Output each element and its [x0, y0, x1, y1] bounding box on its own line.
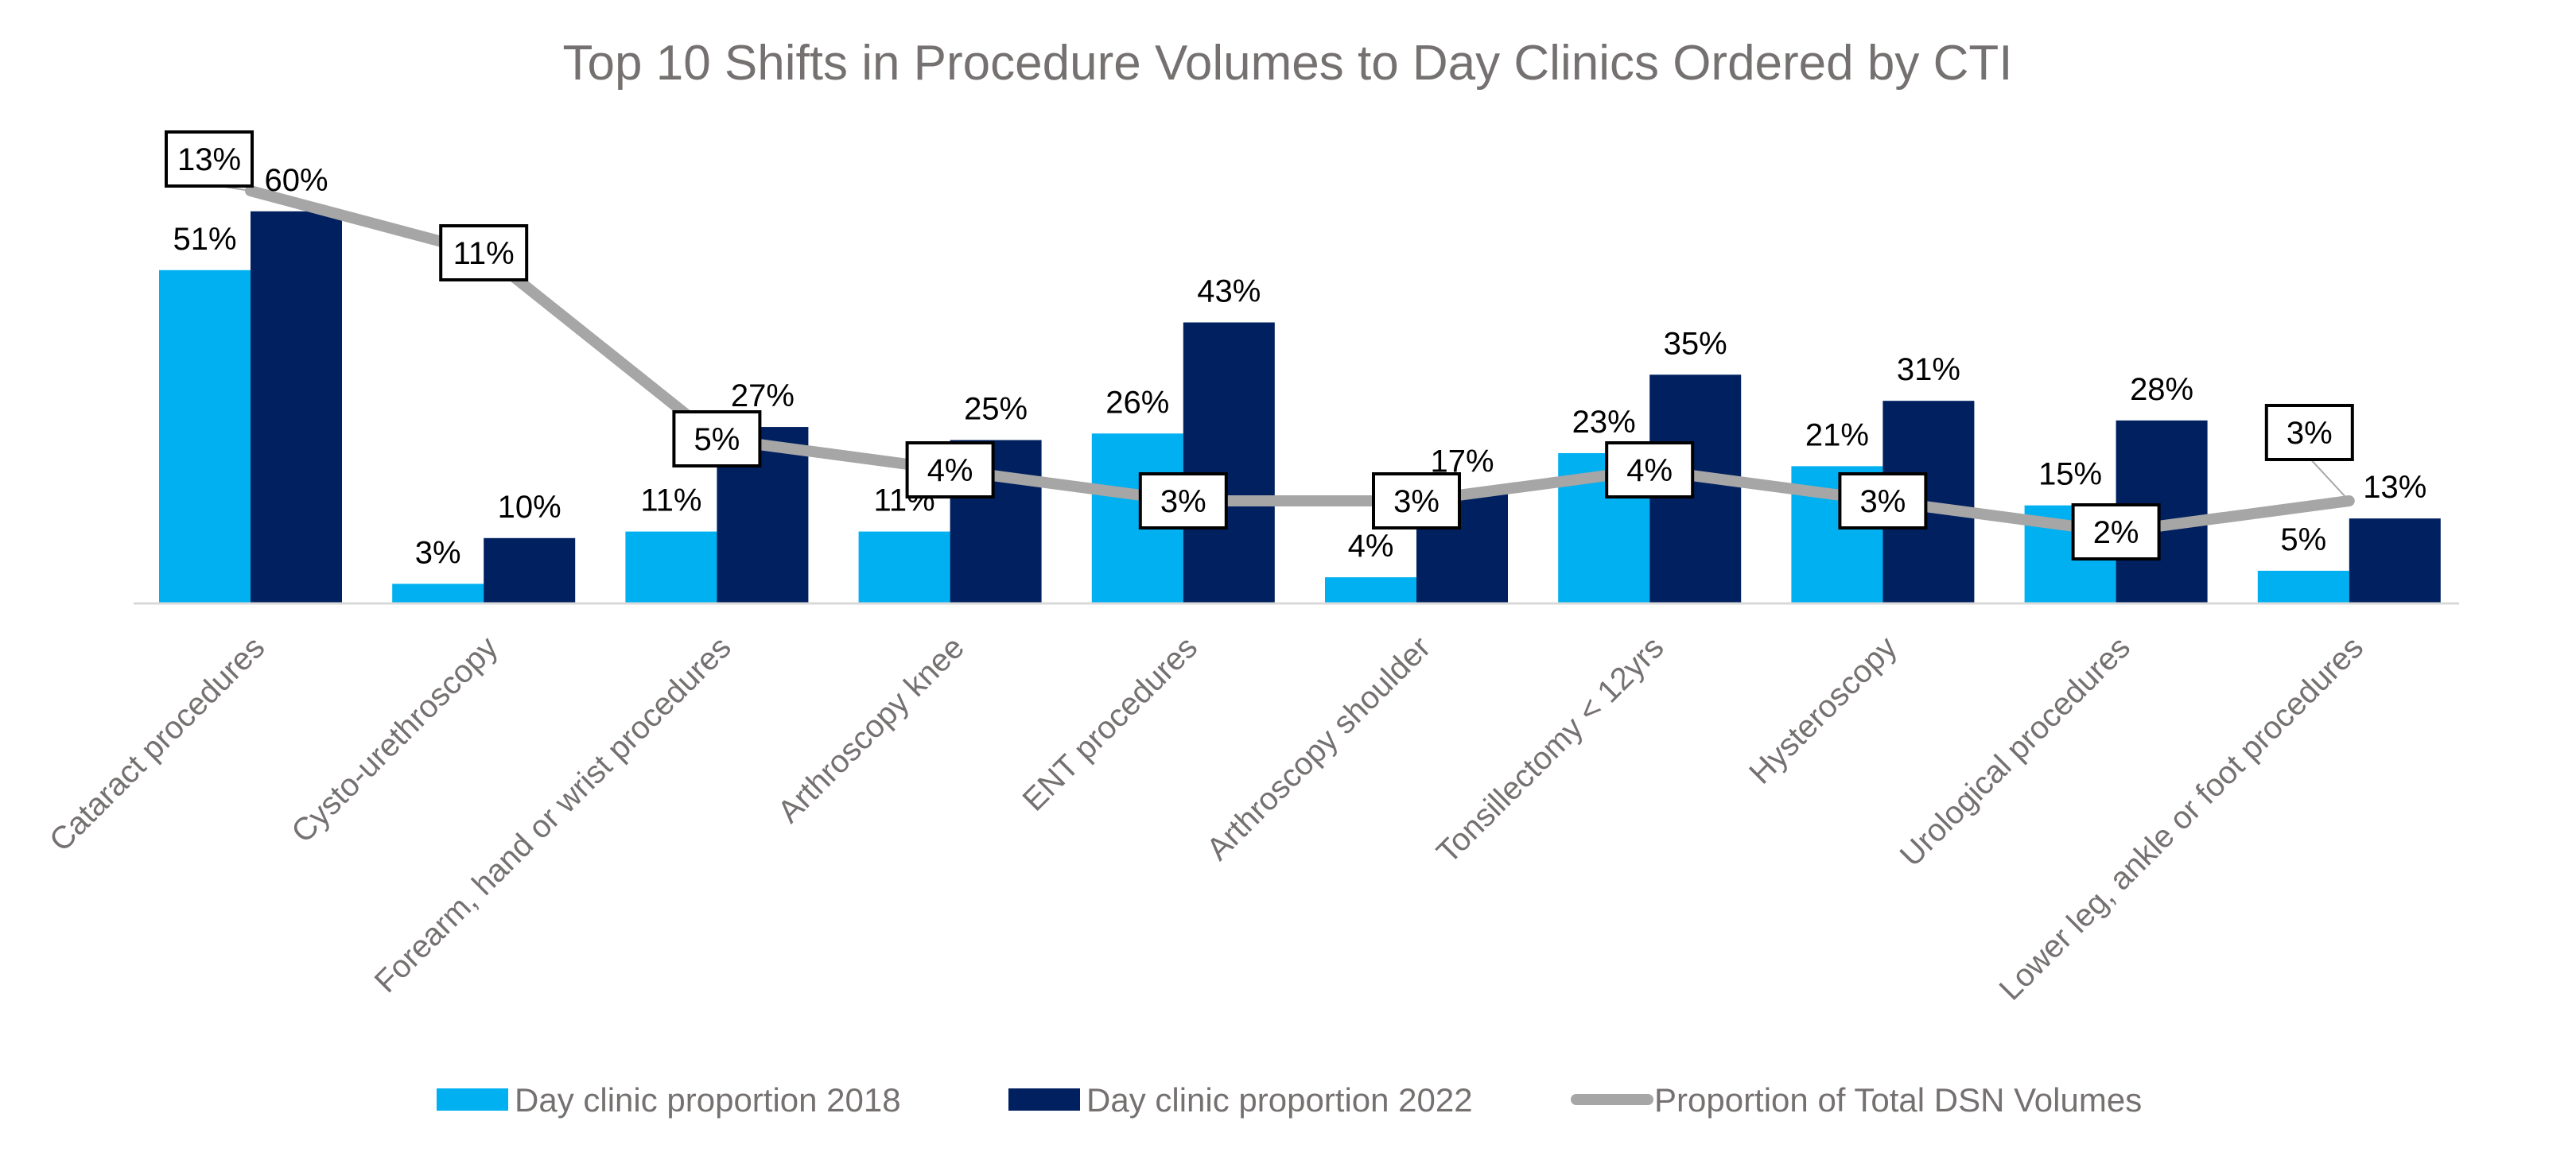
line-point-label-5: 3%: [1393, 484, 1440, 519]
category-label-1: Cysto-urethroscopy: [285, 630, 504, 849]
line-point-label-0: 13%: [177, 142, 241, 177]
line-point-label-2: 5%: [694, 422, 740, 457]
bar-2018-label-5: 4%: [1348, 529, 1394, 564]
category-label-7: Hysteroscopy: [1743, 630, 1903, 790]
category-label-5: Arthroscopy shoulder: [1200, 630, 1437, 867]
bar-2022-label-9: 13%: [2363, 470, 2426, 505]
line-point-box-3: [905, 441, 995, 498]
bar-2018-5: [1325, 577, 1416, 603]
bar-2022-4: [1183, 322, 1275, 603]
bar-2018-9: [2257, 570, 2349, 603]
category-label-4: ENT procedures: [1016, 630, 1205, 818]
bar-2018-2: [625, 531, 717, 603]
bar-2022-label-7: 31%: [1897, 352, 1960, 387]
bar-2018-label-8: 15%: [2038, 457, 2102, 492]
line-series-dsn: [245, 185, 2355, 537]
bar-2022-label-6: 35%: [1664, 326, 1727, 361]
bar-2022-9: [2349, 518, 2441, 603]
line-point-label-9: 3%: [2287, 416, 2333, 451]
bar-2018-label-9: 5%: [2280, 522, 2326, 557]
legend-label-2022: Day clinic proportion 2022: [1086, 1081, 1473, 1119]
bar-2018-label-2: 11%: [640, 483, 701, 518]
bar-2018-3: [858, 531, 950, 603]
chart-title: Top 10 Shifts in Procedure Volumes to Da…: [563, 36, 2013, 91]
line-point-label-4: 3%: [1160, 484, 1206, 519]
category-label-8: Urological procedures: [1894, 630, 2137, 873]
line-point-label-1: 11%: [453, 236, 515, 271]
bar-2018-label-1: 3%: [415, 535, 461, 570]
legend-label-2018: Day clinic proportion 2018: [515, 1081, 901, 1119]
line-point-box-4: [1138, 472, 1228, 529]
legend-swatch-2022: [1008, 1088, 1080, 1111]
category-label-6: Tonsillectomy < 12yrs: [1430, 630, 1670, 870]
legend-label-dsn: Proportion of Total DSN Volumes: [1654, 1081, 2142, 1119]
line-point-box-5: [1372, 472, 1461, 529]
bar-2022-label-3: 25%: [964, 392, 1028, 427]
bar-2018-label-6: 23%: [1572, 405, 1636, 440]
line-point-label-6: 4%: [1626, 453, 1673, 488]
bar-2018-label-0: 51%: [173, 222, 236, 257]
line-label-leader-9: [2309, 457, 2350, 502]
bar-2022-label-1: 10%: [498, 490, 561, 525]
bar-2018-label-7: 21%: [1805, 417, 1869, 452]
bar-2018-label-4: 26%: [1105, 385, 1169, 420]
line-point-box-2: [672, 410, 762, 467]
line-point-box-6: [1605, 441, 1695, 498]
line-point-box-9: [2264, 404, 2354, 461]
category-label-3: Arthroscopy knee: [771, 630, 971, 829]
line-point-label-7: 3%: [1859, 484, 1906, 519]
bar-2022-label-0: 60%: [264, 163, 328, 198]
bar-2018-1: [392, 584, 484, 603]
bar-2022-label-8: 28%: [2130, 372, 2193, 407]
line-point-label-8: 2%: [2093, 515, 2139, 550]
line-point-label-3: 4%: [927, 453, 973, 488]
line-point-box-1: [439, 224, 529, 281]
category-label-0: Cataract procedures: [43, 630, 271, 858]
bar-2018-0: [159, 270, 251, 603]
line-point-box-7: [1838, 472, 1928, 529]
legend-swatch-2018: [437, 1088, 508, 1111]
line-point-box-0: [165, 130, 254, 188]
line-point-box-8: [2071, 503, 2161, 560]
category-label-9: Lower leg, ankle or foot procedures: [1993, 630, 2370, 1007]
bar-2022-0: [251, 211, 342, 603]
bar-2022-label-2: 27%: [731, 378, 795, 413]
bar-2022-1: [484, 537, 576, 603]
bar-2022-label-4: 43%: [1197, 274, 1261, 309]
